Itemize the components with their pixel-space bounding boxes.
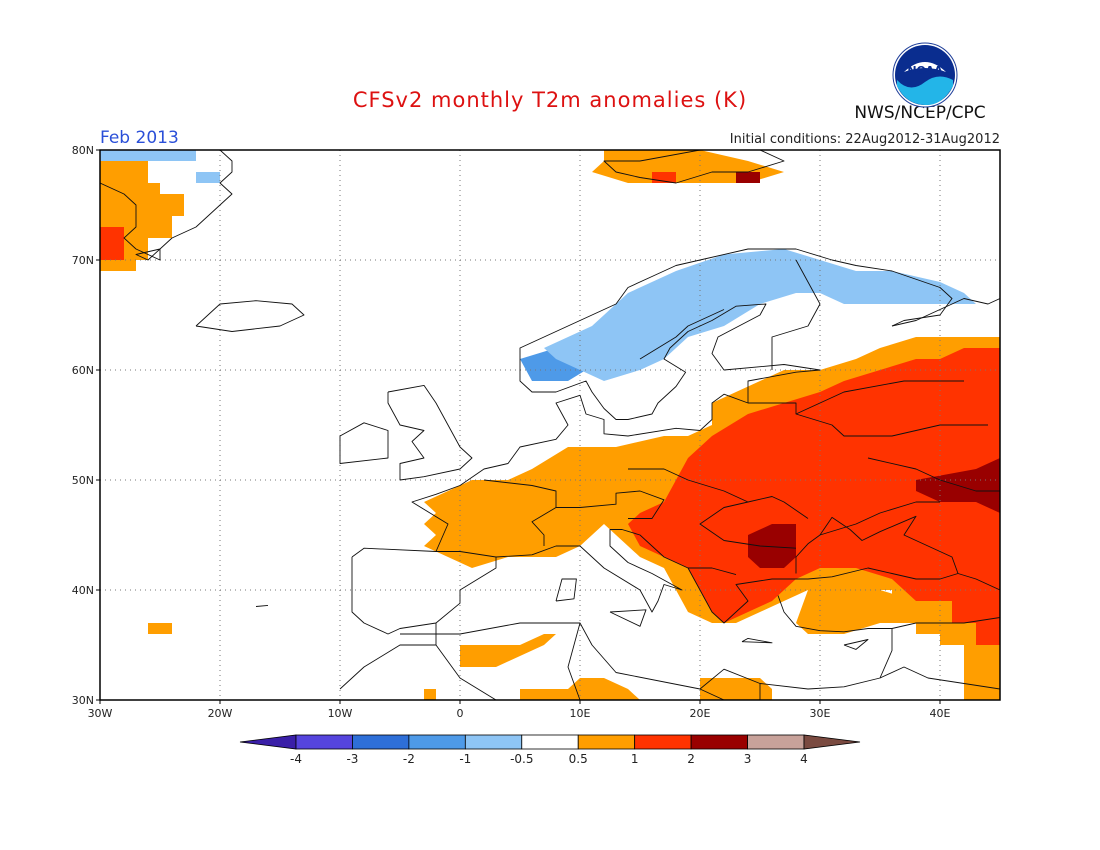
colorbar-label: -0.5 — [510, 752, 533, 766]
colorbar-label: 4 — [800, 752, 808, 766]
coastline-34 — [567, 622, 581, 700]
coastline-4 — [495, 529, 959, 624]
coastline-24 — [795, 380, 964, 415]
anomaly-region-0-5-1-17 — [700, 678, 772, 700]
coastline-32 — [339, 623, 437, 690]
lat-label-30N: 30N — [72, 694, 94, 707]
coastline-26 — [819, 501, 940, 536]
coastline-3 — [351, 547, 497, 635]
lon-label-40E: 40E — [930, 707, 951, 720]
coastline-12 — [135, 248, 161, 261]
coastline-14 — [555, 578, 577, 602]
lon-label-0: 0 — [457, 707, 464, 720]
colorbar: -4 -3 -2 -1 -0.5 0.5 1 2 3 4 — [239, 734, 861, 766]
colorbar-box-4 — [464, 734, 523, 750]
coastline-13 — [255, 604, 269, 607]
coastline-19 — [556, 490, 665, 519]
colorbar-box-7 — [634, 734, 692, 750]
coastline-15 — [609, 609, 647, 627]
map-frame — [99, 149, 1001, 701]
anomaly-region-1-2-3 — [100, 227, 124, 260]
lon-label-10E: 10E — [570, 707, 591, 720]
lat-label-70N: 70N — [72, 254, 94, 267]
agency-label: NWS/NCEP/CPC — [854, 103, 986, 123]
coastline-11 — [100, 150, 233, 261]
coastline-27 — [957, 573, 1000, 591]
anomaly-region-2-3-6 — [736, 172, 760, 183]
coastline-1 — [387, 384, 473, 481]
coastline-25 — [867, 457, 1000, 492]
coastline-31 — [699, 688, 725, 700]
coastline-33 — [435, 644, 520, 700]
coastlines — [100, 150, 1000, 700]
map-title: CFSv2 monthly T2m anomalies (K) — [352, 88, 748, 112]
coastline-20 — [628, 468, 809, 519]
colorbar-box-3 — [408, 734, 466, 750]
colorbar-box-9 — [747, 734, 805, 750]
coastline-9 — [891, 298, 1000, 327]
lon-label-20W: 20W — [208, 707, 233, 720]
anomaly-region-0-5-1-13 — [148, 623, 172, 634]
lat-label-40N: 40N — [72, 584, 94, 597]
colorbar-box-6 — [577, 734, 636, 750]
coastline-2 — [339, 422, 389, 464]
coastline-17 — [843, 639, 869, 650]
coastline-23 — [748, 402, 988, 437]
coastline-16 — [741, 637, 773, 644]
coastline-8 — [519, 248, 953, 420]
colorbar-high-arrow — [803, 734, 861, 750]
coastline-22 — [688, 567, 737, 576]
coastline-36 — [771, 259, 821, 370]
lat-label-80N: 80N — [72, 144, 94, 157]
colorbar-label: -3 — [346, 752, 358, 766]
anomaly-region-0-5-1-15 — [424, 689, 436, 700]
anomaly-region-0-5-1-18 — [796, 590, 916, 634]
coastline-21 — [699, 501, 797, 549]
colorbar-label: -1 — [459, 752, 471, 766]
lon-label-30W: 30W — [88, 707, 113, 720]
lat-label-50N: 50N — [72, 474, 94, 487]
coastline-7 — [411, 369, 821, 552]
anomaly-region-lt-0-5-1 — [196, 172, 220, 183]
colorbar-label: 2 — [687, 752, 695, 766]
colorbar-box-5 — [521, 734, 579, 750]
colorbar-box-2 — [352, 734, 410, 750]
coastline-0 — [195, 300, 305, 332]
coastline-28 — [891, 617, 1000, 629]
anomaly-region-lt-0-5-8 — [544, 249, 976, 381]
anomaly-region-0-5-1-14 — [460, 634, 556, 667]
lon-label-10W: 10W — [328, 707, 353, 720]
noaa-logo-icon: NOAA — [892, 42, 958, 108]
coastline-10 — [603, 150, 785, 184]
colorbar-label: -2 — [403, 752, 415, 766]
colorbar-label: 0.5 — [569, 752, 588, 766]
coastline-29 — [879, 666, 1000, 690]
lon-label-30E: 30E — [810, 707, 831, 720]
coastline-35 — [639, 309, 725, 360]
colorbar-box-1 — [295, 734, 353, 750]
lon-label-20E: 20E — [690, 707, 711, 720]
forecast-period: Feb 2013 — [100, 128, 179, 148]
logo-text: NOAA — [907, 64, 943, 77]
colorbar-label: -4 — [290, 752, 302, 766]
colorbar-label: 3 — [744, 752, 752, 766]
initial-conditions: Initial conditions: 22Aug2012-31Aug2012 — [729, 132, 1000, 147]
colorbar-box-8 — [690, 734, 748, 750]
coastline-5 — [795, 515, 959, 574]
coastline-6 — [400, 595, 893, 690]
anomaly-region-lt-0-5-0 — [100, 150, 196, 161]
colorbar-label: 1 — [631, 752, 639, 766]
lat-label-60N: 60N — [72, 364, 94, 377]
anomaly-region-0-5-1-16 — [520, 678, 640, 700]
colorbar-low-arrow — [239, 734, 297, 750]
anomaly-region-2-3-11 — [748, 524, 796, 568]
